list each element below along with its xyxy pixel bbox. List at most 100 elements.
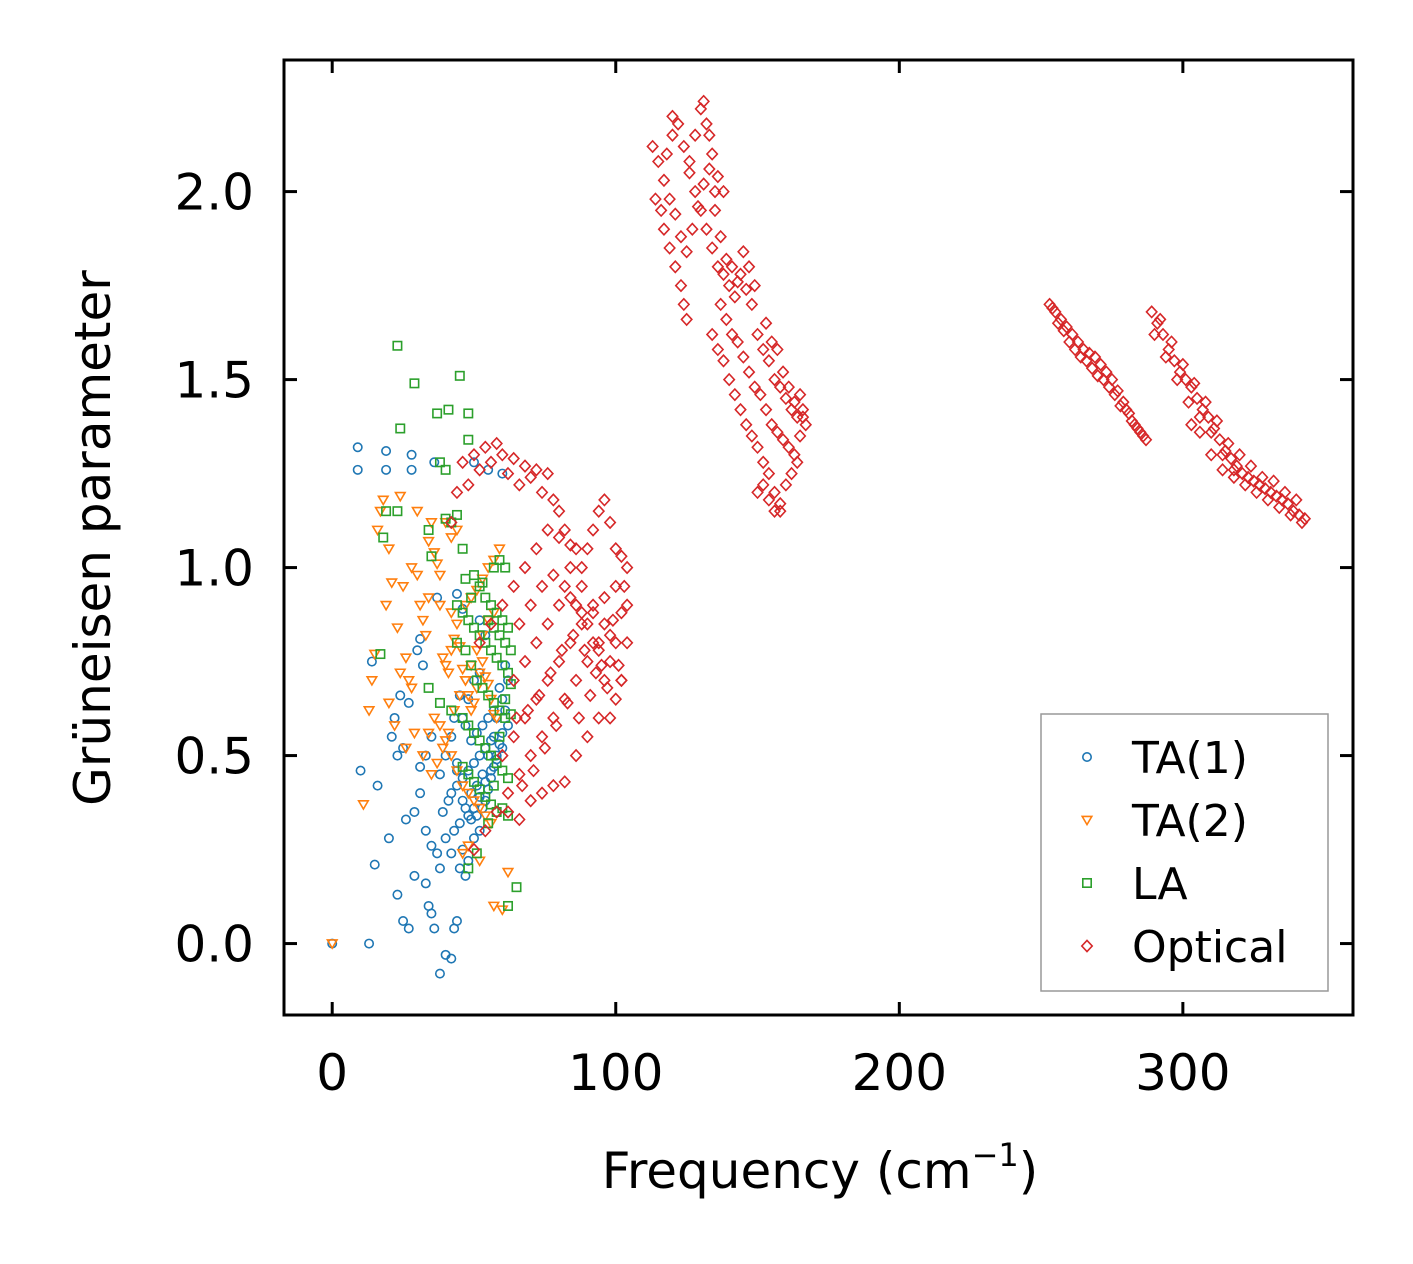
data-point: [592, 636, 606, 650]
data-point: [480, 592, 491, 603]
data-point: [552, 654, 566, 669]
data-point: [1159, 350, 1173, 364]
data-point: [488, 562, 499, 573]
data-point: [507, 579, 520, 594]
data-point: [1255, 470, 1269, 485]
data-point: [433, 721, 447, 732]
data-point: [511, 882, 522, 893]
data-point: [503, 810, 514, 821]
data-point: [422, 536, 435, 548]
data-point: [468, 728, 479, 739]
data-point: [477, 577, 488, 588]
data-point: [646, 139, 659, 154]
data-point: [728, 290, 742, 304]
data-point: [413, 600, 427, 612]
data-point: [521, 703, 535, 718]
data-point: [1185, 417, 1198, 432]
data-point: [454, 818, 465, 829]
data-point: [467, 842, 481, 857]
data-point: [1247, 474, 1261, 488]
data-point: [586, 605, 600, 620]
data-point: [497, 743, 508, 754]
legend-item: TA(2): [1080, 796, 1248, 847]
data-point: [463, 863, 474, 874]
data-point: [456, 848, 469, 860]
data-point: [443, 404, 454, 415]
data-point: [422, 728, 435, 740]
data-point: [432, 848, 443, 859]
data-point: [474, 784, 485, 795]
data-point: [500, 637, 511, 648]
data-point: [1125, 414, 1139, 428]
data-point: [483, 690, 494, 701]
data-point: [445, 533, 458, 544]
data-point: [530, 636, 543, 650]
data-point: [451, 637, 462, 648]
data-point: [479, 672, 492, 683]
data-point: [620, 598, 634, 612]
data-point: [790, 455, 804, 470]
data-point: [609, 692, 623, 706]
data-point: [463, 810, 474, 821]
data-point: [1227, 470, 1241, 485]
y-axis-label: Grüneisen parameter: [64, 270, 122, 806]
legend-marker: [1080, 815, 1094, 827]
data-point: [406, 464, 417, 475]
legend-item: Optical: [1080, 922, 1287, 973]
data-point: [771, 342, 784, 357]
data-point: [503, 900, 514, 911]
data-point: [468, 457, 479, 468]
data-point: [483, 712, 494, 723]
data-point: [352, 442, 363, 453]
data-point: [426, 551, 437, 562]
data-point: [507, 451, 520, 466]
data-point: [720, 312, 733, 327]
data-point: [581, 617, 594, 631]
data-point: [1204, 425, 1218, 439]
data-point: [532, 688, 546, 703]
data-point: [485, 750, 496, 761]
data-point: [538, 741, 552, 755]
data-points: [326, 94, 1312, 979]
data-point: [1046, 301, 1059, 315]
data-point: [700, 117, 713, 131]
data-point: [439, 736, 452, 747]
data-point: [796, 410, 810, 424]
data-point: [705, 327, 719, 342]
data-point: [649, 192, 662, 206]
data-point: [663, 192, 676, 206]
data-point: [365, 675, 379, 687]
data-point: [480, 791, 491, 802]
data-point: [471, 675, 482, 686]
data-point: [561, 696, 574, 710]
data-point: [1119, 402, 1133, 417]
data-point: [1199, 395, 1212, 409]
data-point: [476, 574, 489, 586]
data-point: [433, 570, 447, 582]
data-point: [793, 429, 807, 443]
data-point: [515, 778, 529, 793]
data-point: [541, 466, 554, 481]
data-point: [497, 615, 508, 626]
data-point: [748, 278, 761, 293]
data-point: [429, 923, 440, 934]
data-point: [737, 350, 750, 364]
data-point: [479, 823, 492, 838]
data-point: [425, 769, 438, 781]
data-point: [773, 496, 787, 511]
data-point: [1289, 493, 1303, 507]
data-point: [703, 162, 716, 176]
data-point: [484, 455, 498, 470]
data-point: [569, 748, 583, 763]
data-point: [751, 327, 764, 342]
data-point: [462, 788, 475, 800]
data-point: [468, 622, 479, 633]
data-point: [592, 643, 606, 658]
legend-label: TA(2): [1131, 796, 1248, 847]
data-point: [680, 244, 693, 259]
data-point: [748, 380, 761, 394]
data-point: [518, 459, 532, 473]
data-point: [485, 600, 496, 611]
data-point: [615, 549, 628, 564]
data-point: [722, 372, 736, 387]
